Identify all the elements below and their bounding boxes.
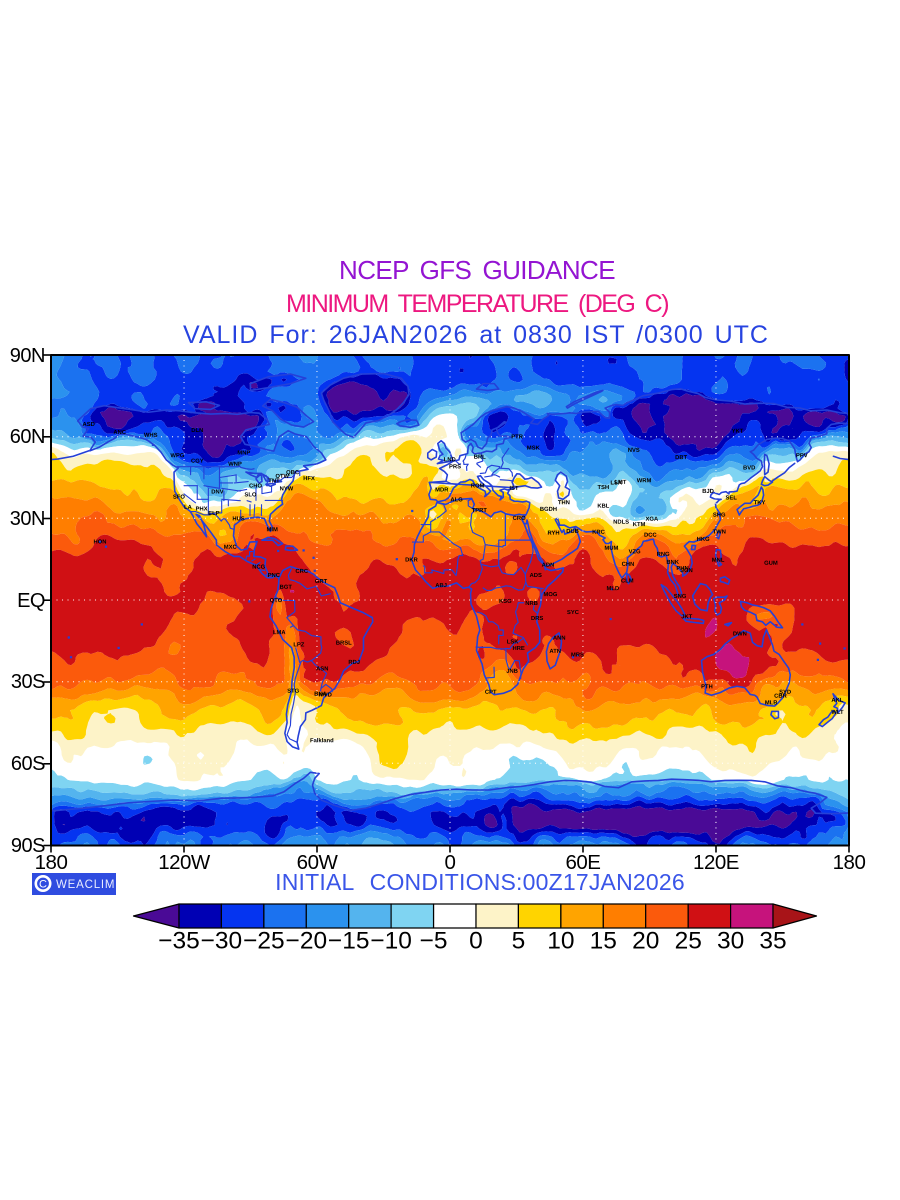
svg-text:−25: −25: [243, 928, 285, 953]
svg-text:5: 5: [512, 928, 526, 953]
svg-text:15: 15: [590, 928, 617, 953]
svg-text:−5: −5: [420, 928, 448, 953]
svg-text:30: 30: [717, 928, 744, 953]
svg-text:WEACLIM: WEACLIM: [56, 879, 115, 891]
svg-text:−35: −35: [158, 928, 200, 953]
svg-text:20: 20: [632, 928, 659, 953]
svg-text:0: 0: [469, 928, 483, 953]
svg-text:35: 35: [759, 928, 786, 953]
svg-text:−10: −10: [370, 928, 412, 953]
svg-text:−30: −30: [201, 928, 243, 953]
svg-text:−15: −15: [328, 928, 370, 953]
svg-text:C: C: [39, 879, 47, 891]
svg-text:25: 25: [675, 928, 702, 953]
svg-text:−20: −20: [286, 928, 328, 953]
svg-text:10: 10: [547, 928, 574, 953]
